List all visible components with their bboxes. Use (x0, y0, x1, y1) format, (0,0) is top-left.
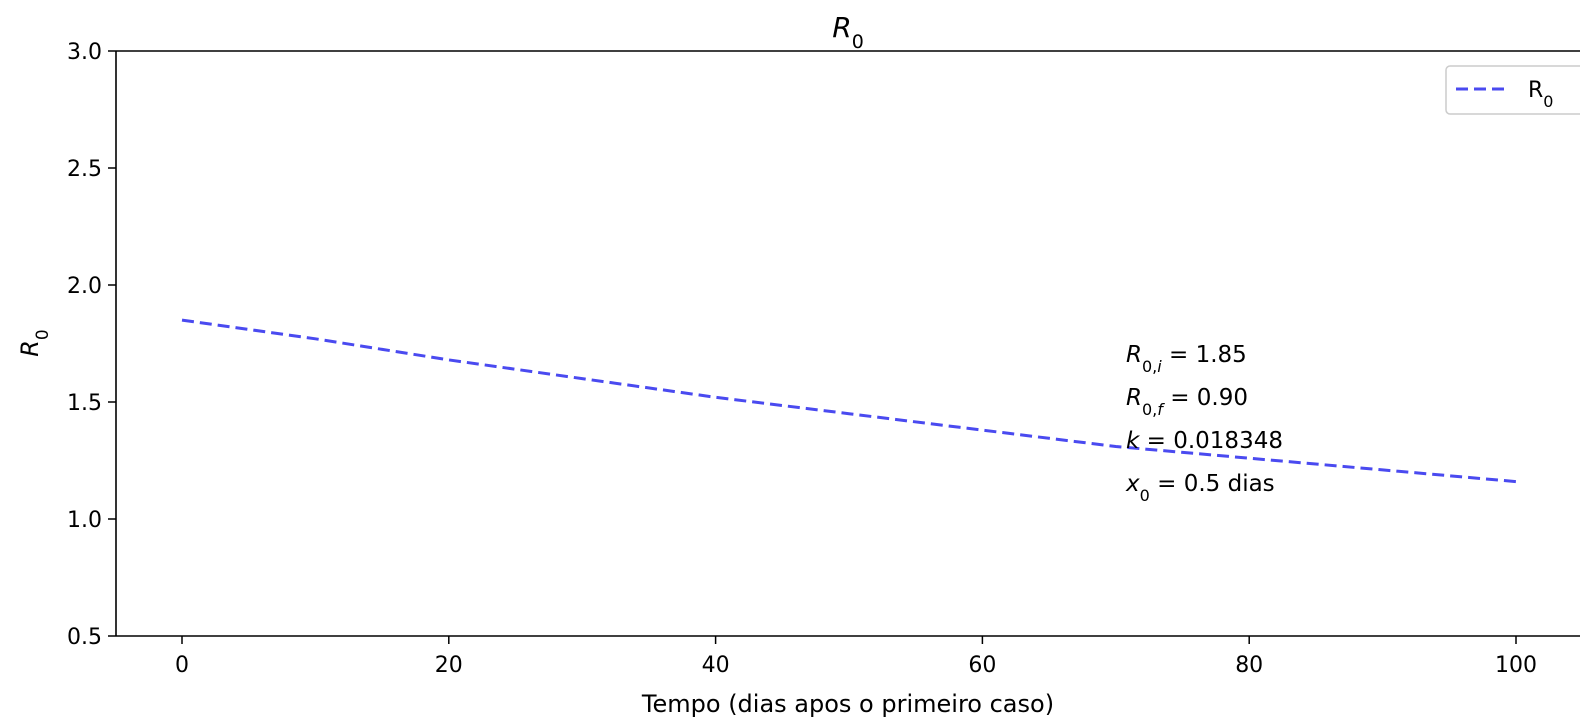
plot-frame (115, 50, 1580, 637)
chart-title: R0 (832, 11, 864, 53)
y-tick-label: 2.5 (67, 157, 102, 182)
legend-label: R0 (1528, 78, 1553, 111)
x-tick-label: 40 (702, 653, 730, 678)
y-axis-title: R0 (16, 329, 53, 357)
x-tick-label: 20 (435, 653, 463, 678)
series-layer (181, 318, 1517, 484)
x-axis: 0 20 40 60 80 100 (175, 636, 1537, 678)
series-line-r0 (181, 318, 1517, 484)
x-axis-title: Tempo (dias apos o primeiro caso) (641, 690, 1054, 718)
y-tick-label: 2.0 (67, 274, 102, 299)
annotation-line: k = 0.018348 (1126, 428, 1283, 454)
annotation-line: R0,f = 0.90 (1126, 385, 1248, 419)
y-tick-label: 1.0 (67, 508, 102, 533)
y-tick-label: 0.5 (67, 625, 102, 650)
y-tick-label: 3.0 (67, 40, 102, 65)
legend: R0 (1445, 65, 1580, 115)
y-tick-label: 1.5 (67, 391, 102, 416)
y-axis: 0.5 1.0 1.5 2.0 2.5 3.0 (67, 40, 116, 650)
annotation-box: R0,i = 1.85 R0,f = 0.90 k = 0.018348 x0 = 0… (1125, 342, 1283, 505)
legend-frame (1445, 65, 1580, 115)
x-tick-label: 100 (1495, 653, 1537, 678)
x-tick-label: 0 (175, 653, 189, 678)
annotation-line: R0,i = 1.85 (1126, 342, 1247, 376)
x-tick-label: 60 (968, 653, 996, 678)
annotation-line: x0 = 0.5 dias (1125, 471, 1275, 505)
x-tick-label: 80 (1235, 653, 1263, 678)
